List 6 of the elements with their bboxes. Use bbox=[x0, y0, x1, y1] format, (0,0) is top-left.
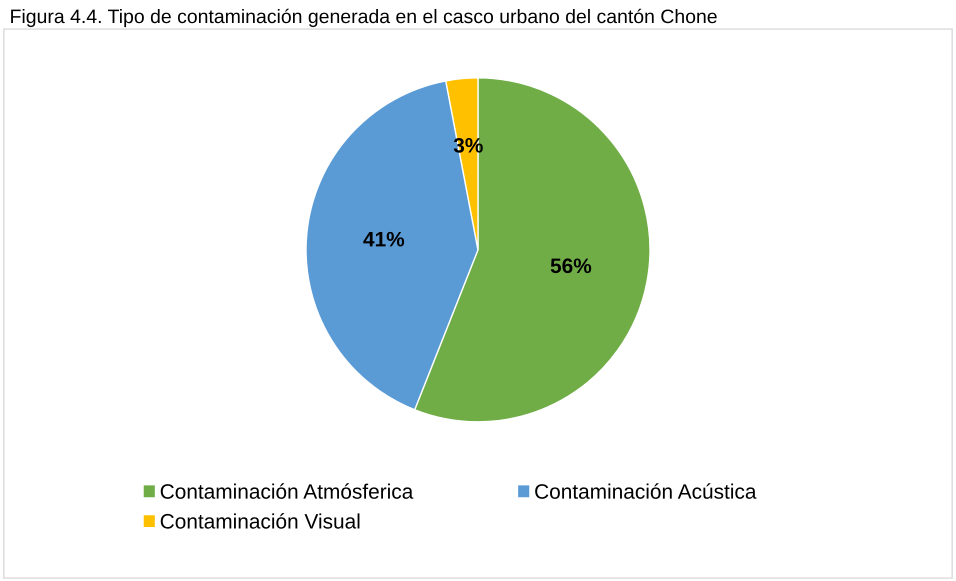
data-label: 56% bbox=[550, 258, 592, 274]
legend-label: Contaminación Acústica bbox=[535, 483, 756, 499]
legend-label: Contaminación Visual bbox=[160, 513, 360, 529]
data-label: 41% bbox=[363, 232, 404, 246]
legend-label: Contaminación Atmósferica bbox=[160, 483, 414, 499]
chart-title: Figura 4.4. Tipo de contaminación generada en el casco urbano del cantón Chone bbox=[11, 8, 717, 28]
